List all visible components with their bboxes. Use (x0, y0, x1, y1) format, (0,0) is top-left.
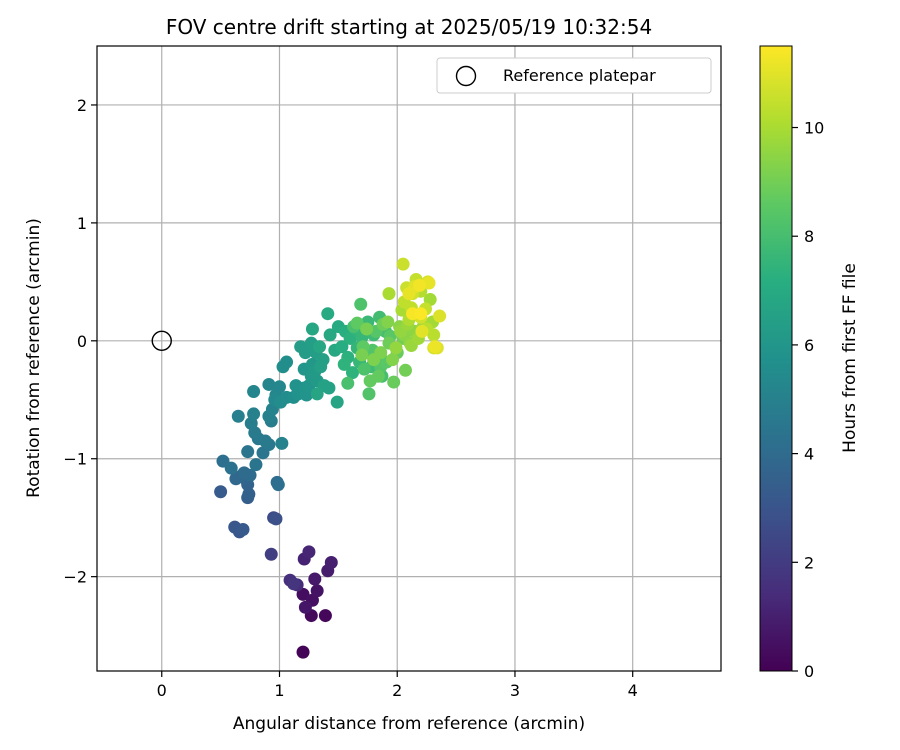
data-point-43 (231, 409, 245, 423)
data-point-69 (298, 346, 312, 360)
legend-label-reference-platepar: Reference platepar (503, 66, 656, 85)
y-tick-label-4: 2 (77, 96, 87, 115)
y-tick-label-3: 1 (77, 214, 87, 233)
data-point-14 (287, 577, 301, 591)
data-point-76 (310, 387, 324, 401)
data-point-115 (371, 369, 385, 383)
data-point-48 (247, 385, 261, 399)
data-point-1 (318, 609, 332, 623)
data-point-123 (360, 322, 374, 336)
colorbar-tick-label-2: 4 (804, 445, 814, 464)
data-point-7 (308, 572, 322, 586)
data-point-34 (249, 458, 263, 472)
data-point-44 (247, 407, 261, 421)
data-point-20 (236, 522, 250, 536)
x-tick-label-2: 2 (392, 681, 402, 700)
colorbar: 0 2 4 6 8 10 Hours from first FF file (759, 45, 860, 681)
data-point-162 (402, 287, 416, 301)
data-point-160 (415, 324, 429, 338)
data-point-33 (224, 461, 238, 475)
data-point-29 (237, 466, 251, 480)
colorbar-tick-label-5: 10 (804, 119, 824, 138)
data-point-164 (428, 340, 442, 354)
data-point-73 (314, 360, 328, 374)
data-point-11 (302, 545, 316, 559)
data-point-106 (362, 387, 376, 401)
x-tick-label-3: 3 (510, 681, 520, 700)
data-point-82 (321, 307, 335, 321)
data-point-122 (355, 348, 369, 362)
data-point-47 (275, 436, 289, 450)
data-point-80 (323, 328, 337, 342)
data-point-49 (262, 377, 276, 391)
data-point-147 (427, 328, 441, 342)
y-tick-label-0: −2 (63, 568, 87, 587)
data-point-9 (324, 556, 338, 570)
data-point-23 (242, 487, 256, 501)
data-point-159 (433, 309, 447, 323)
data-point-121 (398, 363, 412, 377)
data-point-140 (382, 287, 396, 301)
data-point-132 (389, 341, 403, 355)
data-point-15 (264, 547, 278, 561)
data-point-84 (335, 340, 349, 354)
plot-frame (96, 45, 722, 672)
data-point-40 (258, 434, 272, 448)
reference-platepar-marker (151, 330, 172, 352)
chart-title: FOV centre drift starting at 2025/05/19 … (166, 15, 652, 39)
x-axis-label: Angular distance from reference (arcmin) (233, 714, 585, 734)
data-point-77 (330, 395, 344, 409)
colorbar-label: Hours from first FF file (840, 263, 860, 453)
data-point-126 (381, 315, 395, 329)
data-point-56 (280, 355, 294, 369)
data-point-0 (296, 645, 310, 659)
data-point-31 (271, 478, 285, 492)
grid (97, 46, 721, 671)
data-point-104 (354, 297, 368, 311)
data-point-127 (386, 353, 400, 367)
y-tick-label-1: −1 (63, 450, 87, 469)
x-tick-label-1: 1 (274, 681, 284, 700)
colorbar-gradient (759, 45, 793, 672)
data-point-152 (396, 257, 410, 271)
data-point-102 (341, 376, 355, 390)
colorbar-tick-label-3: 6 (804, 336, 814, 355)
data-point-112 (350, 316, 364, 330)
data-point-125 (374, 346, 388, 360)
data-point-21 (214, 485, 228, 499)
legend: Reference platepar (436, 57, 712, 94)
legend-marker-icon (455, 65, 477, 87)
data-point-78 (305, 322, 319, 336)
data-point-75 (322, 381, 336, 395)
data-point-167 (414, 307, 428, 321)
data-point-165 (413, 278, 427, 292)
y-tick-label-2: 0 (77, 332, 87, 351)
scatter-points (214, 257, 447, 659)
data-point-79 (313, 340, 327, 354)
data-point-88 (337, 357, 351, 371)
data-point-87 (343, 331, 357, 345)
axis-ticks: 0 1 2 3 4 −2 −1 0 1 2 (63, 96, 637, 700)
data-point-105 (357, 362, 371, 376)
y-axis-label: Rotation from reference (arcmin) (24, 218, 44, 498)
data-point-116 (387, 375, 401, 389)
data-point-6 (298, 600, 312, 614)
colorbar-ticks: 0 2 4 6 8 10 (792, 119, 824, 681)
x-tick-label-0: 0 (157, 681, 167, 700)
data-point-5 (310, 584, 324, 598)
data-point-35 (241, 445, 255, 459)
data-point-89 (345, 366, 359, 380)
colorbar-tick-label-4: 8 (804, 227, 814, 246)
data-point-3 (296, 587, 310, 601)
colorbar-tick-label-1: 2 (804, 553, 814, 572)
data-point-51 (272, 380, 286, 394)
data-point-17 (269, 512, 283, 526)
x-tick-label-4: 4 (628, 681, 638, 700)
colorbar-tick-label-0: 0 (804, 662, 814, 681)
legend-box (436, 57, 712, 94)
